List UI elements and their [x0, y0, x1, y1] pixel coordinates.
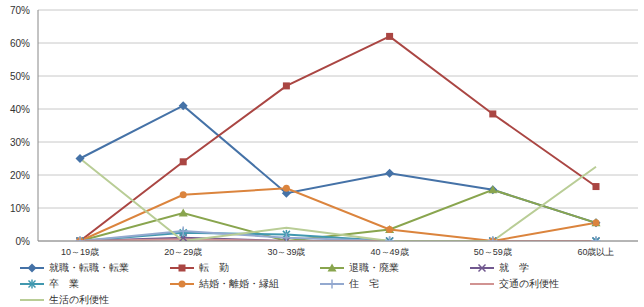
svg-text:70%: 70%: [10, 5, 30, 16]
html-text:住 宅: 住 宅: [349, 278, 379, 289]
html-text:結婚・離婚・縁組: 結婚・離婚・縁組: [199, 278, 279, 289]
svg-text:30～39歳: 30～39歳: [267, 247, 305, 257]
html-text:生活の利便性: 生活の利便性: [49, 294, 109, 305]
html-text:交通の利便性: 交通の利便性: [499, 278, 559, 289]
svg-text:10～19歳: 10～19歳: [61, 247, 99, 257]
html-text:転 勤: 転 勤: [199, 262, 229, 273]
html-text:就 学: 就 学: [499, 262, 529, 273]
svg-text:30%: 30%: [10, 137, 30, 148]
svg-text:60歳以上: 60歳以上: [577, 247, 614, 257]
html-text:退職・廃業: 退職・廃業: [349, 262, 399, 273]
svg-text:0%: 0%: [16, 236, 31, 247]
html-text:就職・転職・転業: 就職・転職・転業: [49, 262, 129, 273]
svg-text:20～29歳: 20～29歳: [164, 247, 202, 257]
svg-text:40～49歳: 40～49歳: [371, 247, 409, 257]
svg-text:10%: 10%: [10, 203, 30, 214]
svg-text:60%: 60%: [10, 38, 30, 49]
svg-text:50～59歳: 50～59歳: [474, 247, 512, 257]
svg-text:50%: 50%: [10, 71, 30, 82]
svg-text:40%: 40%: [10, 104, 30, 115]
html-text:卒 業: 卒 業: [49, 278, 79, 289]
svg-text:20%: 20%: [10, 170, 30, 181]
